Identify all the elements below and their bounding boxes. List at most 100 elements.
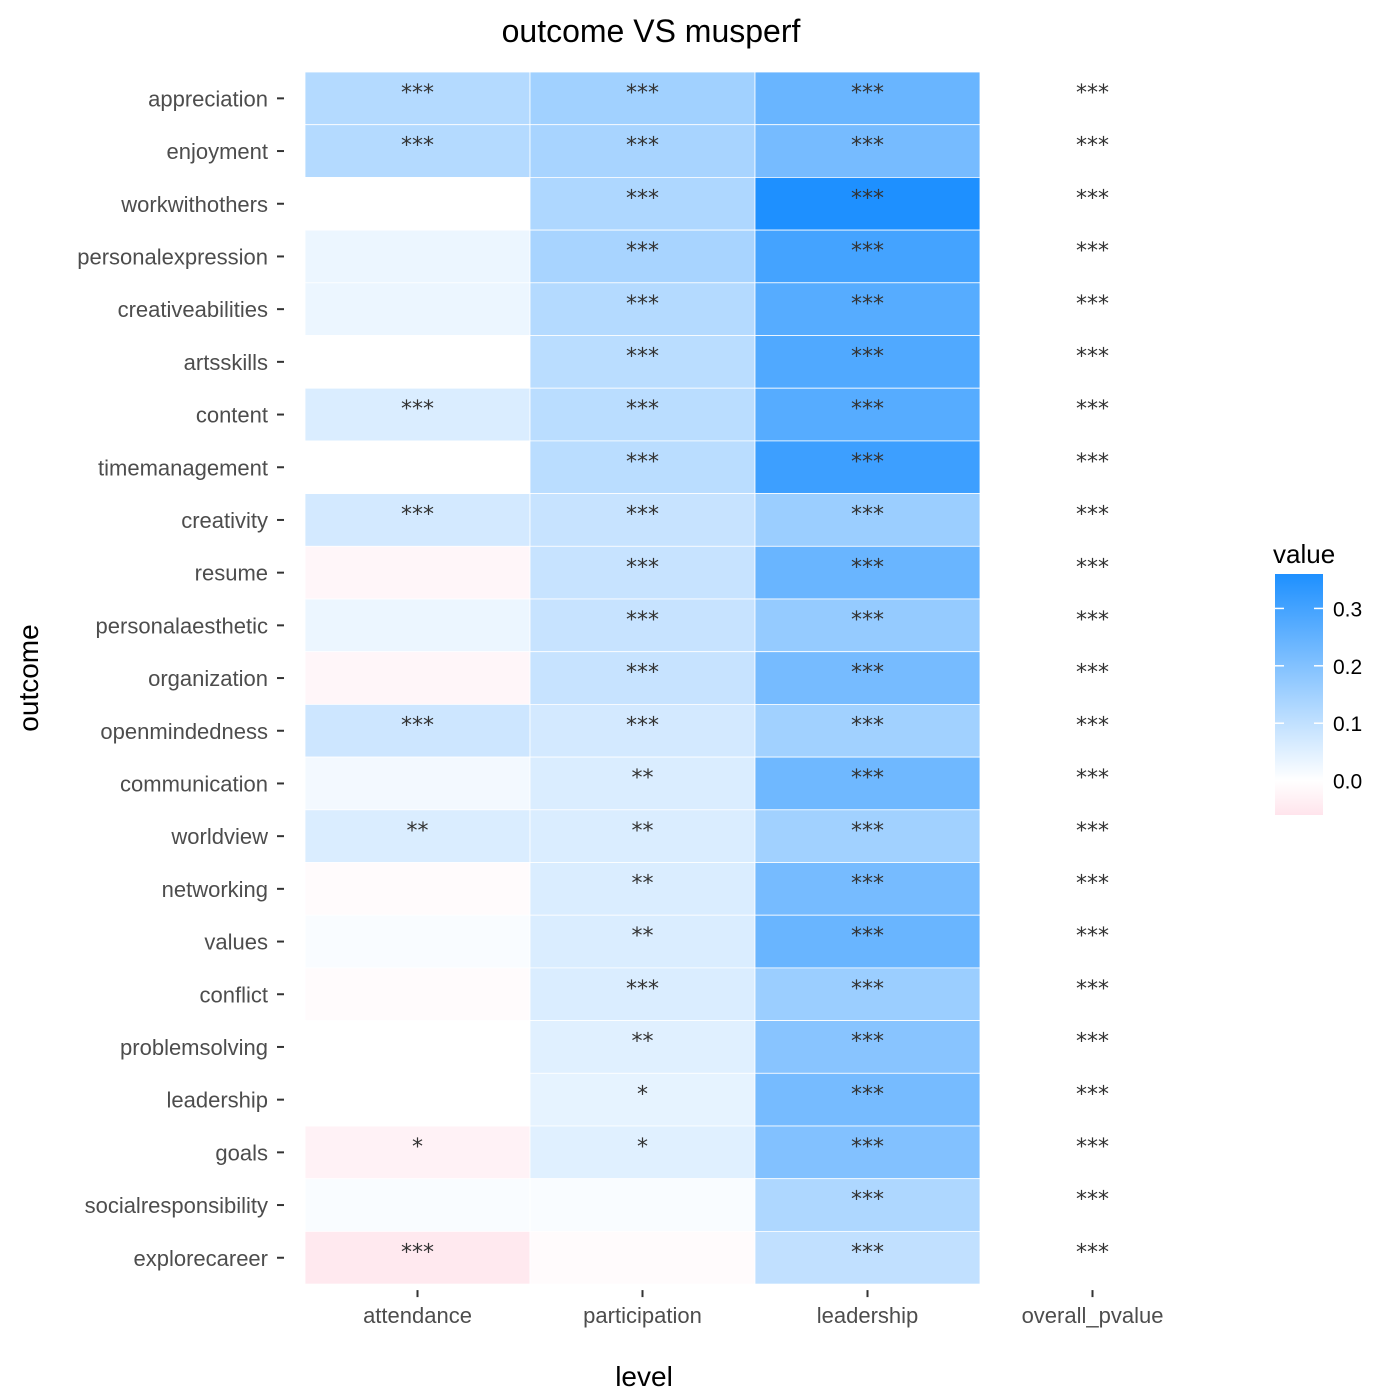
heatmap-cell [304,493,531,547]
significance-label: *** [1076,81,1109,106]
y-axis-title: outcome [13,624,44,731]
heatmap-cell [754,1178,981,1232]
x-axis-title: level [615,1361,673,1392]
significance-label: *** [1076,503,1109,528]
heatmap-cell [529,651,756,705]
heatmap-cell [304,914,531,969]
significance-label: *** [1076,661,1109,686]
significance-label: *** [1076,134,1109,159]
y-tick-label: personalexpression [77,244,268,269]
significance-label: *** [401,397,434,422]
heatmap-cell [304,229,531,284]
chart-title: outcome VS musperf [502,13,801,49]
significance-label: *** [851,872,884,897]
significance-label: *** [1076,977,1109,1002]
y-tick-label: values [204,930,268,955]
legend-title: value [1273,539,1335,569]
legend-tick-label: 0.3 [1333,598,1362,621]
x-tick-label: overall_pvalue [1022,1303,1164,1328]
significance-label: * [637,1135,648,1160]
significance-label: ** [632,766,654,791]
heatmap-cell [529,71,756,126]
significance-label: *** [626,345,659,370]
heatmap-cell [304,387,531,442]
heatmap-cell [304,651,531,705]
significance-label: *** [851,713,884,738]
significance-label: *** [851,1240,884,1265]
x-tick-label: leadership [817,1303,919,1328]
heatmap-cell [304,809,531,863]
significance-label: ** [632,924,654,949]
y-tick-label: enjoyment [166,139,268,164]
significance-label: *** [851,397,884,422]
heatmap-cell [304,1231,531,1285]
significance-label: *** [851,450,884,475]
significance-label: *** [626,503,659,528]
heatmap-cell [304,124,531,178]
significance-label: *** [1076,186,1109,211]
y-tick-label: content [196,403,268,428]
significance-label: *** [1076,450,1109,475]
heatmap-cell [754,440,981,494]
heatmap-cell [304,282,531,336]
significance-label: *** [851,608,884,633]
y-tick-label: problemsolving [120,1035,268,1060]
heatmap-cell [529,862,756,916]
heatmap-cell [304,756,531,811]
y-tick-label: worldview [170,824,268,849]
significance-label: * [637,1082,648,1107]
significance-label: *** [1076,872,1109,897]
heatmap-cell [529,387,756,442]
heatmap-cell [529,1072,756,1127]
heatmap-cell [529,914,756,969]
significance-label: *** [851,924,884,949]
legend-ticks: 0.0 0.1 0.2 0.3 [1275,598,1362,794]
significance-label: *** [1076,1240,1109,1265]
significance-label: *** [851,766,884,791]
significance-label: *** [1076,819,1109,844]
heatmap-cell [754,967,981,1022]
significance-label: ** [632,819,654,844]
legend-colorbar [1275,574,1323,815]
significance-labels: *** *** *** ****** *** *** ****** *** ****** *** *… [401,81,1109,1265]
heatmap-cell [304,1178,531,1232]
heatmap-cell [754,651,981,705]
significance-label: *** [851,819,884,844]
significance-label: *** [626,186,659,211]
significance-label: *** [401,503,434,528]
significance-label: * [412,1135,423,1160]
significance-label: *** [1076,713,1109,738]
significance-label: *** [1076,555,1109,580]
heatmap-cell [754,598,981,653]
y-tick-label: appreciation [148,86,268,111]
heatmap-cell [304,176,531,231]
heatmap-cell [754,229,981,284]
significance-label: *** [1076,1082,1109,1107]
heatmap-cell [754,71,981,126]
significance-label: *** [401,1240,434,1265]
heatmap-cell [304,335,531,389]
y-tick-label: communication [120,771,268,796]
significance-label: *** [851,661,884,686]
heatmap-cell [529,176,756,231]
heatmap-cells [304,71,981,1285]
heatmap-cell [304,71,531,126]
significance-label: *** [626,239,659,264]
y-tick-label: personalaesthetic [96,613,268,638]
significance-label: *** [401,134,434,159]
significance-label: *** [1076,239,1109,264]
heatmap-cell [754,493,981,547]
y-tick-label: networking [162,877,268,902]
significance-label: *** [626,450,659,475]
significance-label: *** [626,977,659,1002]
significance-label: *** [1076,292,1109,317]
heatmap-cell [304,862,531,916]
significance-label: *** [626,81,659,106]
y-tick-label: resume [195,561,268,586]
x-axis: attendance participation leadership overall… [363,1290,1163,1328]
significance-label: *** [851,1135,884,1160]
significance-label: *** [851,81,884,106]
significance-label: *** [851,345,884,370]
heatmap-cell [529,1125,756,1180]
significance-label: *** [851,1188,884,1213]
